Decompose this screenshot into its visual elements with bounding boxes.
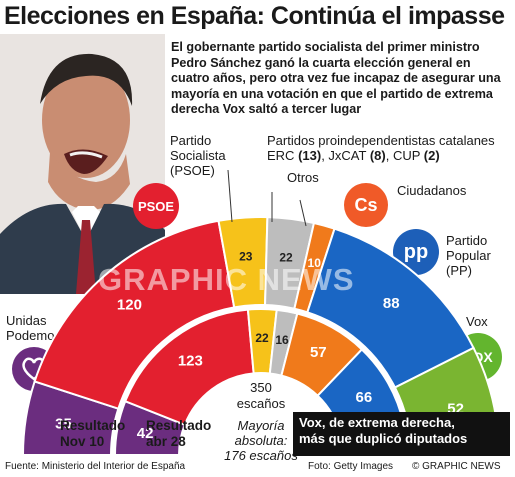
- outer-ring-value-label-5: 88: [383, 295, 400, 312]
- photo-credit: Foto: Getty Images: [308, 461, 394, 472]
- inner-ring-value-label-5: 66: [356, 389, 373, 406]
- source-note: Fuente: Ministerio del Interior de Españ…: [5, 461, 186, 472]
- majority-line-1: Mayoría: [238, 418, 285, 433]
- inner-ring-value-label-2: 22: [255, 331, 269, 345]
- label-leader-lines: [227, 169, 307, 227]
- pp-label: Partido Popular (PP): [446, 233, 491, 278]
- inner-ring-value-label-3: 16: [275, 333, 289, 347]
- up-label: Unidas Podemos: [6, 313, 61, 343]
- outer-ring-value-label-3: 22: [279, 251, 293, 265]
- inner-ring-segment-1: [123, 308, 255, 427]
- total-seats-label: escaños: [237, 396, 286, 411]
- standfirst-text: El gobernante partido socialista del pri…: [171, 40, 501, 116]
- catalan-label: Partidos proindependentistas catalanes E…: [267, 133, 495, 163]
- leader-line-0: [227, 169, 233, 223]
- result-abr28-label: Resultado abr 28: [146, 418, 212, 449]
- inner-ring-value-label-0: 42: [137, 425, 154, 442]
- inner-ring-value-label-1: 123: [178, 352, 203, 369]
- vox-callout: Vox, de extrema derecha, más que duplicó…: [293, 412, 510, 456]
- outer-ring-value-label-2: 23: [239, 250, 253, 264]
- outer-ring-value-label-1: 120: [117, 296, 142, 313]
- majority-line-3: 176 escaños: [224, 448, 298, 463]
- outer-ring-value-label-0: 35: [55, 416, 72, 433]
- cs-label: Ciudadanos: [397, 183, 467, 198]
- result-nov10-label: Resultado Nov 10: [60, 418, 126, 449]
- page-title: Elecciones en España: Continúa el impass…: [4, 2, 505, 30]
- leader-line-2: [299, 199, 307, 227]
- total-seats-value: 350: [250, 380, 272, 395]
- copyright: © GRAPHIC NEWS: [412, 461, 501, 472]
- vox-label: Vox: [466, 314, 488, 329]
- majority-line-2: absoluta:: [235, 433, 288, 448]
- outer-ring-value-label-4: 10: [308, 256, 322, 270]
- psoe-label: Partido Socialista (PSOE): [170, 133, 226, 178]
- inner-ring-value-label-4: 57: [310, 344, 327, 361]
- otros-label: Otros: [287, 170, 319, 185]
- psoe-logo-icon: PSOE: [133, 183, 179, 229]
- cs-logo-icon: Cs: [344, 183, 388, 227]
